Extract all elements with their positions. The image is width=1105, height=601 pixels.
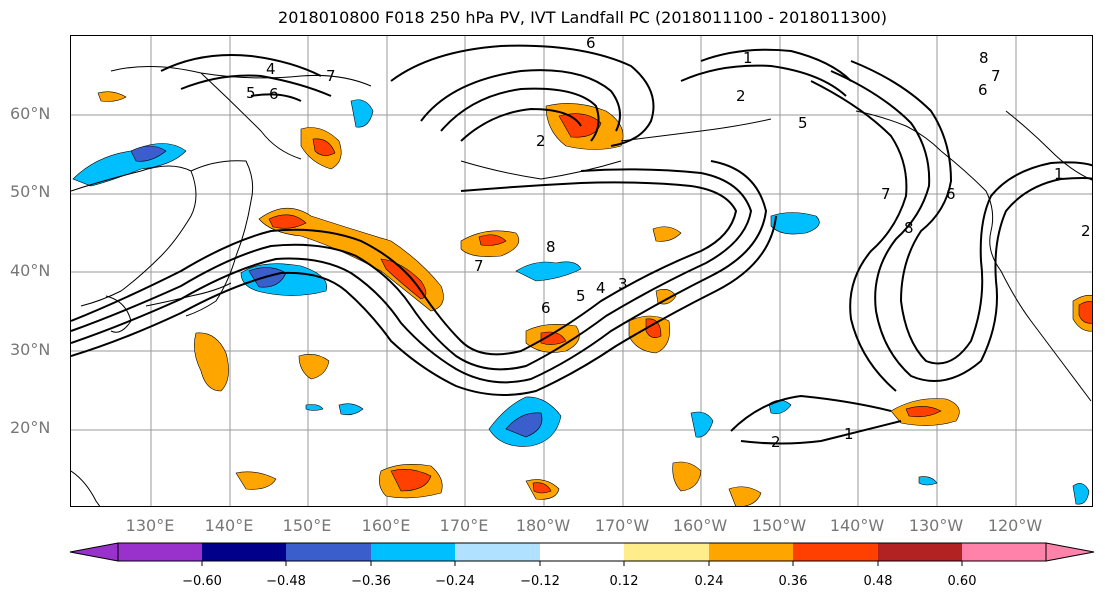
- contour-label: 7: [881, 185, 891, 203]
- contour-label: 6: [586, 36, 596, 52]
- contour-label: 7: [326, 67, 336, 85]
- lon-label-150w: 150°W: [751, 516, 807, 535]
- colorbar-tick-label: −0.60: [182, 574, 222, 589]
- lat-label-30n: 30°N: [10, 340, 51, 359]
- contour-label: 2: [1081, 222, 1091, 240]
- colorbar-tick-label: −0.36: [351, 574, 391, 589]
- lat-label-20n: 20°N: [10, 418, 51, 437]
- lon-label-140e: 140°E: [204, 516, 254, 535]
- contour-label: 5: [246, 84, 256, 102]
- contour-label: 6: [541, 299, 551, 317]
- colorbar-swatch: [455, 543, 540, 561]
- colorbar-swatch: [371, 543, 455, 561]
- colorbar-outline: [117, 542, 1047, 562]
- contour-label: 1: [1054, 165, 1064, 183]
- contour-label: 5: [798, 114, 808, 132]
- contour-label: 3: [618, 275, 628, 293]
- lon-label-160e: 160°E: [361, 516, 411, 535]
- colorbar-tick-label: 0.48: [863, 574, 893, 589]
- colorbar-swatch: [624, 543, 709, 561]
- contour-label: 7: [474, 257, 484, 275]
- map-canvas: 4 5 6 7 6 1 2 5 8 7 6 1 2 2 8 6 5 4 3 7 …: [71, 36, 1092, 506]
- map-title: 2018010800 F018 250 hPa PV, IVT Landfall…: [278, 8, 887, 27]
- lon-label-120w: 120°W: [987, 516, 1043, 535]
- colorbar-tick-label: −0.48: [266, 574, 306, 589]
- contour-label: 8: [546, 238, 556, 256]
- lat-label-40n: 40°N: [10, 261, 51, 280]
- contour-label: 8: [904, 219, 914, 237]
- contour-label: 6: [269, 85, 279, 103]
- contour-label: 6: [978, 81, 988, 99]
- colorbar-arrow-low: [69, 542, 119, 562]
- colorbar-tick-label: 0.36: [778, 574, 808, 589]
- lon-label-130e: 130°E: [125, 516, 175, 535]
- contour-labels: 4 5 6 7 6 1 2 5 8 7 6 1 2 2 8 6 5 4 3 7 …: [246, 36, 1091, 451]
- lon-label-130w: 130°W: [908, 516, 964, 535]
- positive-anomalies: [97, 91, 1092, 506]
- map-panel: 4 5 6 7 6 1 2 5 8 7 6 1 2 2 8 6 5 4 3 7 …: [70, 35, 1093, 507]
- contour-label: 2: [771, 433, 781, 451]
- contour-label: 6: [946, 185, 956, 203]
- colorbar-swatch: [793, 543, 878, 561]
- lon-label-170w: 170°W: [594, 516, 650, 535]
- colorbar-swatch: [540, 543, 624, 561]
- colorbar-swatch: [962, 543, 1046, 561]
- lon-label-180w: 180°W: [515, 516, 571, 535]
- contour-label: 2: [736, 87, 746, 105]
- contour-label: 2: [536, 132, 546, 150]
- colorbar-swatch: [878, 543, 962, 561]
- lat-label-60n: 60°N: [10, 104, 51, 123]
- colorbar-swatch: [709, 543, 793, 561]
- colorbar-tick-label: −0.24: [435, 574, 475, 589]
- contour-label: 8: [979, 49, 989, 67]
- pv-contours: [71, 44, 1092, 445]
- colorbar-swatch: [118, 543, 202, 561]
- contour-label: 1: [743, 49, 753, 67]
- colorbar-tick-label: 0.60: [947, 574, 977, 589]
- contour-label: 4: [596, 279, 606, 297]
- colorbar-tick-label: −0.12: [520, 574, 560, 589]
- negative-anomalies: [72, 99, 1090, 505]
- lon-label-160w: 160°W: [672, 516, 728, 535]
- colorbar-tick-label: 0.12: [609, 574, 639, 589]
- lon-label-150e: 150°E: [282, 516, 332, 535]
- contour-label: 5: [576, 287, 586, 305]
- colorbar-swatch: [286, 543, 371, 561]
- lon-label-170e: 170°E: [439, 516, 489, 535]
- contour-label: 4: [266, 60, 276, 78]
- colorbar-swatch: [202, 543, 286, 561]
- lon-label-140w: 140°W: [829, 516, 885, 535]
- contour-label: 7: [991, 67, 1001, 85]
- colorbar-arrow-high: [1045, 542, 1095, 562]
- colorbar-tick-label: 0.24: [694, 574, 724, 589]
- lat-label-50n: 50°N: [10, 182, 51, 201]
- contour-label: 1: [844, 425, 854, 443]
